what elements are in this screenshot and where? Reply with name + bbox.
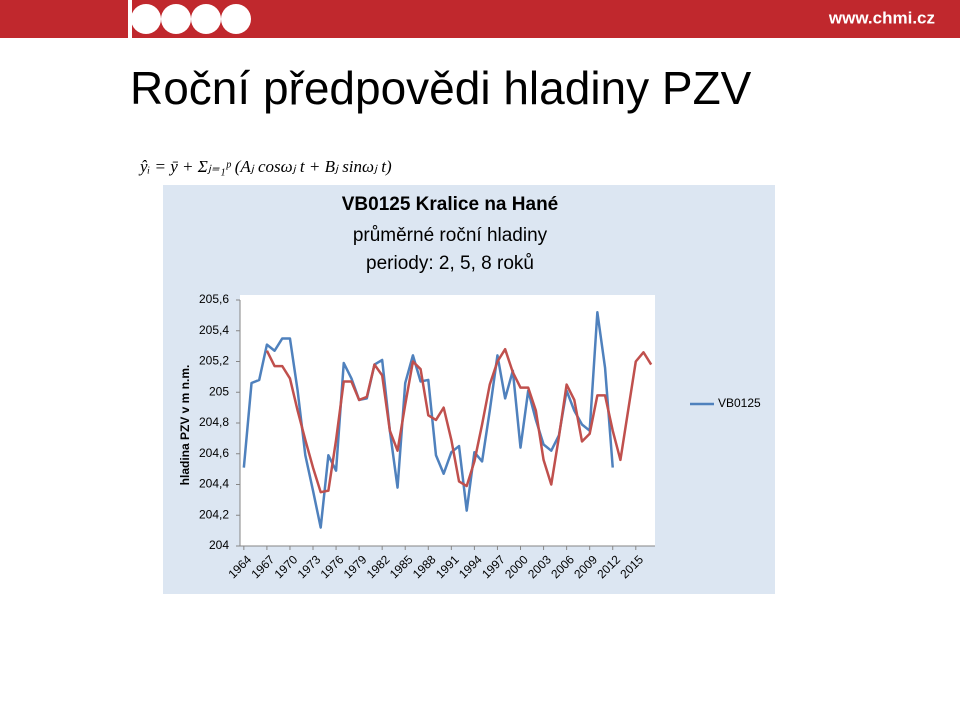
y-tick-label: 205 — [209, 384, 229, 398]
y-tick-label: 204,4 — [199, 477, 229, 491]
chart-subtitle: průměrné roční hladiny — [353, 225, 548, 246]
y-axis-label: hladina PZV v m n.m. — [178, 365, 192, 486]
chart-title: VB0125 Kralice na Hané — [342, 194, 559, 215]
site-url: www.chmi.cz — [828, 8, 935, 27]
logo — [128, 0, 251, 38]
y-tick-label: 204,8 — [199, 415, 229, 429]
chart-subtitle: periody: 2, 5, 8 roků — [366, 253, 534, 274]
slide-title: Roční předpovědi hladiny PZV — [130, 62, 752, 114]
y-tick-label: 205,2 — [199, 354, 229, 368]
y-tick-label: 204,2 — [199, 507, 229, 521]
series-line — [242, 311, 614, 529]
legend-label: VB0125 — [718, 396, 761, 410]
y-tick-label: 205,4 — [199, 323, 229, 337]
y-tick-label: 204 — [209, 538, 229, 552]
y-tick-label: 205,6 — [199, 292, 229, 306]
formula: ŷᵢ = ȳ + Σⱼ₌₁ᵖ (Aⱼ cosωⱼ t + Bⱼ sinωⱼ t) — [138, 157, 392, 176]
series-line — [265, 347, 653, 494]
y-tick-label: 204,6 — [199, 446, 229, 460]
